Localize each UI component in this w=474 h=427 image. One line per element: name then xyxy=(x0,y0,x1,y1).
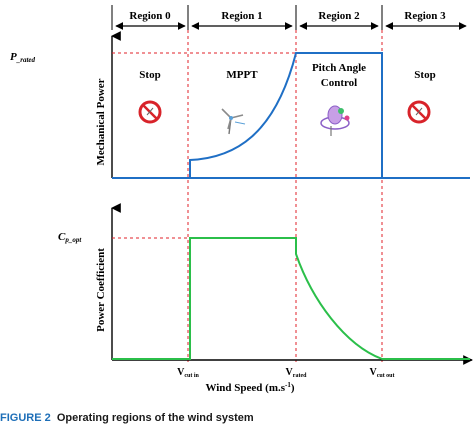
power-coefficient-axis-title: Power Coefficient xyxy=(95,248,107,332)
v-rated-label: Vrated xyxy=(286,367,308,379)
pitch-angle-icon xyxy=(320,105,350,136)
v-cut-out-label: Vcut out xyxy=(369,367,394,379)
power-curve xyxy=(189,52,383,178)
stop-label-right: Stop xyxy=(414,69,435,81)
pitch-control-label-line1: Pitch Angle xyxy=(312,62,366,74)
stop-label-left: Stop xyxy=(139,69,160,81)
p-rated-label: P_rated xyxy=(10,51,36,64)
figure-caption: FIGURE 2 Operating regions of the wind s… xyxy=(0,412,474,427)
pitch-control-label-line2: Control xyxy=(321,77,357,89)
mechanical-power-panel: P_rated Mechanical Power Stop MPPT Pitch… xyxy=(10,30,470,362)
no-turbine-icon xyxy=(138,100,162,124)
figure-caption-text: Operating regions of the wind system xyxy=(56,412,254,424)
figure-label: FIGURE 2 xyxy=(0,412,51,424)
region-2-label: Region 2 xyxy=(318,10,360,22)
region-0-label: Region 0 xyxy=(129,10,171,22)
no-turbine-icon xyxy=(407,100,431,124)
wind-turbine-icon xyxy=(221,108,246,135)
mppt-label: MPPT xyxy=(226,69,258,81)
region-header: Region 0 Region 1 Region 2 Region 3 xyxy=(111,5,467,30)
wind-speed-axis-title: Wind Speed (m.s-1) xyxy=(205,381,294,394)
region-3-label: Region 3 xyxy=(404,10,446,22)
mechanical-power-axis-title: Mechanical Power xyxy=(95,78,107,165)
power-coefficient-panel: Cp_opt Power Coefficient Vcut in Vrated … xyxy=(58,203,473,394)
region-1-label: Region 1 xyxy=(221,10,262,22)
v-cut-in-label: Vcut in xyxy=(177,367,199,379)
cp-opt-label: Cp_opt xyxy=(58,231,82,244)
cp-curve xyxy=(112,237,470,360)
